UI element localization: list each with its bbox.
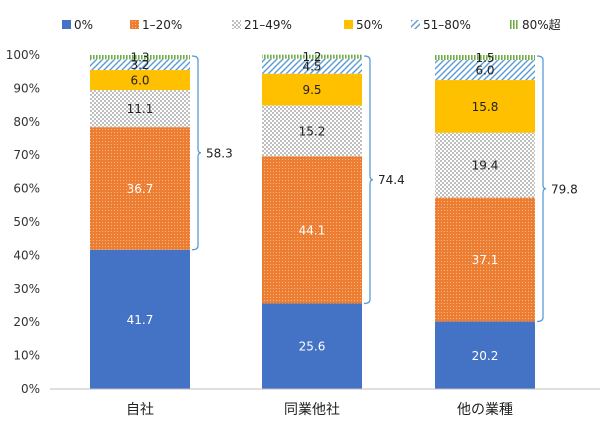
legend-swatch: [510, 20, 519, 29]
bracket: [536, 55, 547, 323]
data-label: 41.7: [127, 313, 154, 327]
legend-item: 1–20%: [130, 18, 182, 32]
bar-segment: [90, 55, 190, 60]
legend-label: 50%: [356, 18, 383, 32]
bar-stack: 20.2 37.1 19.4 15.8 6.01.5: [435, 51, 535, 389]
data-label: 1.3: [130, 51, 149, 65]
data-label: 6.0: [130, 74, 149, 88]
data-label: 4.5: [302, 60, 321, 74]
bar-segment: [90, 70, 190, 91]
data-label: 44.1: [299, 223, 326, 237]
bar-segment: [262, 105, 362, 157]
legend-item: 51–80%: [411, 18, 471, 32]
data-label: 15.8: [472, 100, 499, 114]
data-label: 1.2: [302, 50, 321, 64]
legend: 0% 1–20% 21–49% 50% 51–80% 80%超: [62, 17, 561, 32]
y-tick-label: 60%: [13, 182, 40, 196]
bracket: [191, 55, 202, 251]
data-label: 20.2: [472, 349, 499, 363]
data-label: 19.4: [472, 159, 499, 173]
x-tick-label: 自社: [126, 402, 154, 418]
y-tick-label: 80%: [13, 115, 40, 129]
legend-item: 0%: [62, 18, 93, 32]
bar-segment: [262, 54, 362, 59]
bar-stack: 25.6 44.1 15.2 9.5 4.51.2: [262, 50, 362, 389]
x-tick-label: 同業他社: [284, 402, 340, 418]
data-label: 15.2: [299, 124, 326, 138]
y-tick-label: 30%: [13, 282, 40, 296]
data-label: 1.5: [475, 51, 494, 65]
y-tick-label: 100%: [6, 48, 40, 62]
y-axis: 0% 10% 20% 30% 40% 50% 60% 70% 80% 90% 100%: [6, 48, 40, 396]
data-label: 36.7: [127, 182, 154, 196]
bar-stack: 41.7 36.7 11.1 6.0 3.21.3: [90, 51, 190, 389]
y-tick-label: 0%: [21, 382, 40, 396]
bar-segment: [262, 303, 362, 389]
data-label: 6.0: [475, 64, 494, 78]
bracket-total-label: 58.3: [206, 146, 233, 160]
y-tick-label: 70%: [13, 148, 40, 162]
legend-label: 21–49%: [244, 18, 292, 32]
legend-swatch: [344, 20, 353, 29]
bar-segment: [90, 90, 190, 128]
bar-segment: [435, 321, 535, 389]
brackets: 58.3 74.4 79.8: [191, 55, 578, 323]
data-label: 9.5: [302, 83, 321, 97]
bar-segment: [262, 58, 362, 74]
bar-segment: [90, 127, 190, 250]
bracket: [363, 55, 374, 305]
legend-swatch: [232, 20, 241, 29]
legend-label: 1–20%: [142, 18, 182, 32]
bar-segment: [435, 55, 535, 61]
bracket-total-label: 79.8: [551, 182, 578, 196]
x-axis: 自社 同業他社 他の業種: [50, 388, 600, 418]
x-tick-label: 他の業種: [457, 402, 513, 418]
legend-swatch: [411, 20, 420, 29]
data-label: 25.6: [299, 340, 326, 354]
legend-swatch: [62, 20, 71, 29]
data-label: 3.2: [130, 58, 149, 72]
legend-label: 80%超: [522, 17, 561, 32]
bars: 41.736.711.16.03.21.325.644.115.29.54.51…: [90, 50, 535, 389]
legend-item: 50%: [344, 18, 383, 32]
y-tick-label: 20%: [13, 315, 40, 329]
bar-segment: [90, 59, 190, 71]
y-tick-label: 40%: [13, 248, 40, 262]
legend-item: 80%超: [510, 17, 561, 32]
bar-segment: [262, 156, 362, 304]
y-tick-label: 10%: [13, 349, 40, 363]
bar-segment: [435, 132, 535, 198]
y-tick-label: 50%: [13, 215, 40, 229]
bar-segment: [435, 80, 535, 133]
data-label: 11.1: [127, 102, 154, 116]
bar-segment: [90, 249, 190, 389]
bracket-total-label: 74.4: [378, 173, 405, 187]
bar-segment: [435, 197, 535, 322]
bar-segment: [435, 60, 535, 81]
legend-swatch: [130, 20, 139, 29]
legend-label: 51–80%: [423, 18, 471, 32]
y-tick-label: 90%: [13, 81, 40, 95]
legend-item: 21–49%: [232, 18, 292, 32]
legend-label: 0%: [74, 18, 93, 32]
data-label: 37.1: [472, 253, 499, 267]
bar-segment: [262, 73, 362, 106]
